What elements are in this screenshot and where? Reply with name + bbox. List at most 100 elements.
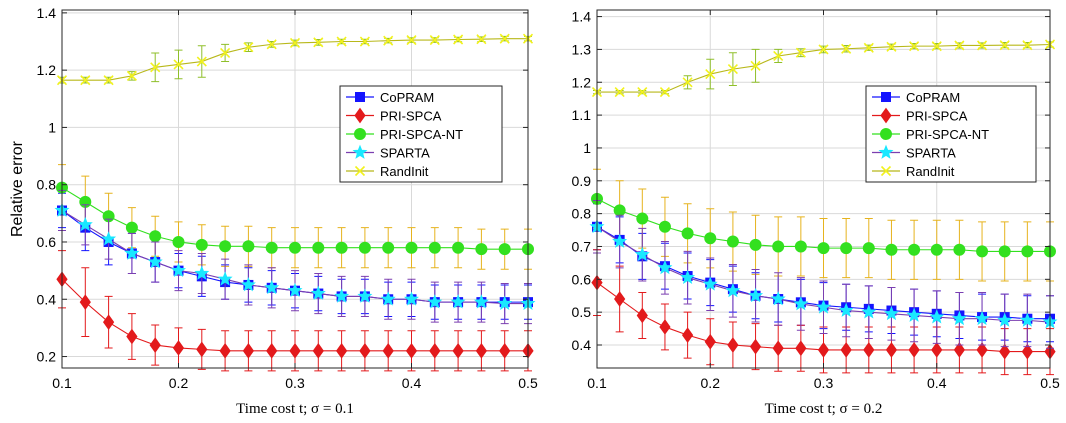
y-tick-label: 0.6 <box>572 271 592 287</box>
data-point <box>1022 40 1033 51</box>
data-point <box>357 288 373 303</box>
data-point <box>102 314 115 331</box>
x-tick-label: 0.4 <box>402 375 422 391</box>
data-point <box>1021 343 1033 360</box>
legend-marker <box>355 92 365 102</box>
legend-entry: SPARTA <box>872 144 956 161</box>
legend-label: CoPRAM <box>380 90 434 105</box>
data-point <box>194 265 210 280</box>
data-point <box>999 343 1011 360</box>
data-point <box>149 230 162 243</box>
data-point <box>497 295 513 310</box>
legend-marker <box>354 165 366 177</box>
data-point <box>172 340 185 356</box>
data-point <box>931 41 942 52</box>
data-point <box>773 50 784 62</box>
data-point <box>704 232 717 245</box>
y-tick-label: 0.6 <box>37 234 57 250</box>
data-point <box>726 235 739 248</box>
data-point <box>126 328 138 345</box>
y-tick-label: 0.4 <box>37 291 57 307</box>
data-point <box>883 305 899 321</box>
data-point <box>220 47 231 59</box>
data-point <box>817 342 830 358</box>
data-point <box>475 342 488 359</box>
x-tick-label: 0.5 <box>1040 375 1060 391</box>
data-point <box>450 294 466 309</box>
data-point <box>659 87 671 98</box>
legend-entry: PRI-SPCA-NT <box>872 127 989 142</box>
data-point <box>770 291 786 306</box>
data-point <box>840 242 853 255</box>
data-point <box>77 216 93 232</box>
data-point <box>334 288 350 303</box>
data-point <box>126 70 137 81</box>
legend-entry: RandInit <box>346 164 429 179</box>
data-point <box>406 35 417 46</box>
x-tick-label: 0.2 <box>701 375 721 391</box>
data-point <box>171 262 186 277</box>
data-point <box>951 310 967 326</box>
data-point <box>196 56 207 67</box>
data-point <box>335 342 348 359</box>
legend-marker <box>354 107 366 124</box>
legend-label: PRI-SPCA <box>906 109 968 124</box>
data-point <box>659 319 671 335</box>
data-point <box>405 342 418 359</box>
data-point <box>427 294 443 309</box>
data-point <box>816 299 831 314</box>
data-point <box>909 41 920 52</box>
legend-label: RandInit <box>380 164 429 179</box>
data-point <box>405 241 418 254</box>
data-point <box>838 302 854 317</box>
data-point <box>704 333 716 350</box>
data-point <box>289 241 301 254</box>
data-point <box>147 254 163 269</box>
legend-marker <box>352 144 368 159</box>
data-point <box>404 291 419 306</box>
legend-entry: CoPRAM <box>872 90 960 105</box>
data-point <box>499 33 510 44</box>
data-point <box>172 235 185 248</box>
data-point <box>382 241 395 254</box>
data-point <box>863 342 875 358</box>
y-tick-label: 1 <box>48 119 56 135</box>
data-point <box>772 340 784 357</box>
data-point <box>240 277 256 292</box>
data-point <box>681 327 694 344</box>
data-point <box>219 240 232 253</box>
y-tick-label: 0.9 <box>572 173 592 189</box>
legend-label: SPARTA <box>906 146 956 161</box>
y-tick-label: 0.8 <box>37 177 57 193</box>
data-point <box>908 342 920 358</box>
data-point <box>429 35 440 46</box>
data-point <box>453 34 464 45</box>
data-point <box>1021 245 1034 258</box>
data-point <box>476 34 487 45</box>
data-point <box>727 337 739 353</box>
data-point <box>243 42 254 53</box>
legend: CoPRAM PRI-SPCA PRI-SPCA-NT SPARTA RandInit <box>339 85 503 183</box>
data-point <box>614 87 625 98</box>
series-pri-spca <box>591 249 1056 376</box>
legend-entry: PRI-SPCA-NT <box>346 127 463 142</box>
data-point <box>614 291 626 307</box>
data-point <box>818 44 829 55</box>
y-axis-label: Relative error <box>9 140 26 237</box>
data-point <box>265 241 278 254</box>
data-point <box>612 233 628 248</box>
legend-marker <box>878 144 894 159</box>
data-point <box>124 245 140 260</box>
series-sparta <box>54 189 536 325</box>
x-tick-label: 0.1 <box>587 375 607 391</box>
data-point <box>101 231 117 246</box>
data-point <box>103 75 114 86</box>
x-axis-label: Time cost t; σ = 0.2 <box>765 401 883 417</box>
y-tick-label: 1.4 <box>572 9 592 25</box>
data-point <box>312 241 325 254</box>
data-point <box>636 212 649 225</box>
data-point <box>793 296 809 311</box>
data-point <box>658 220 671 233</box>
data-point <box>473 294 489 309</box>
